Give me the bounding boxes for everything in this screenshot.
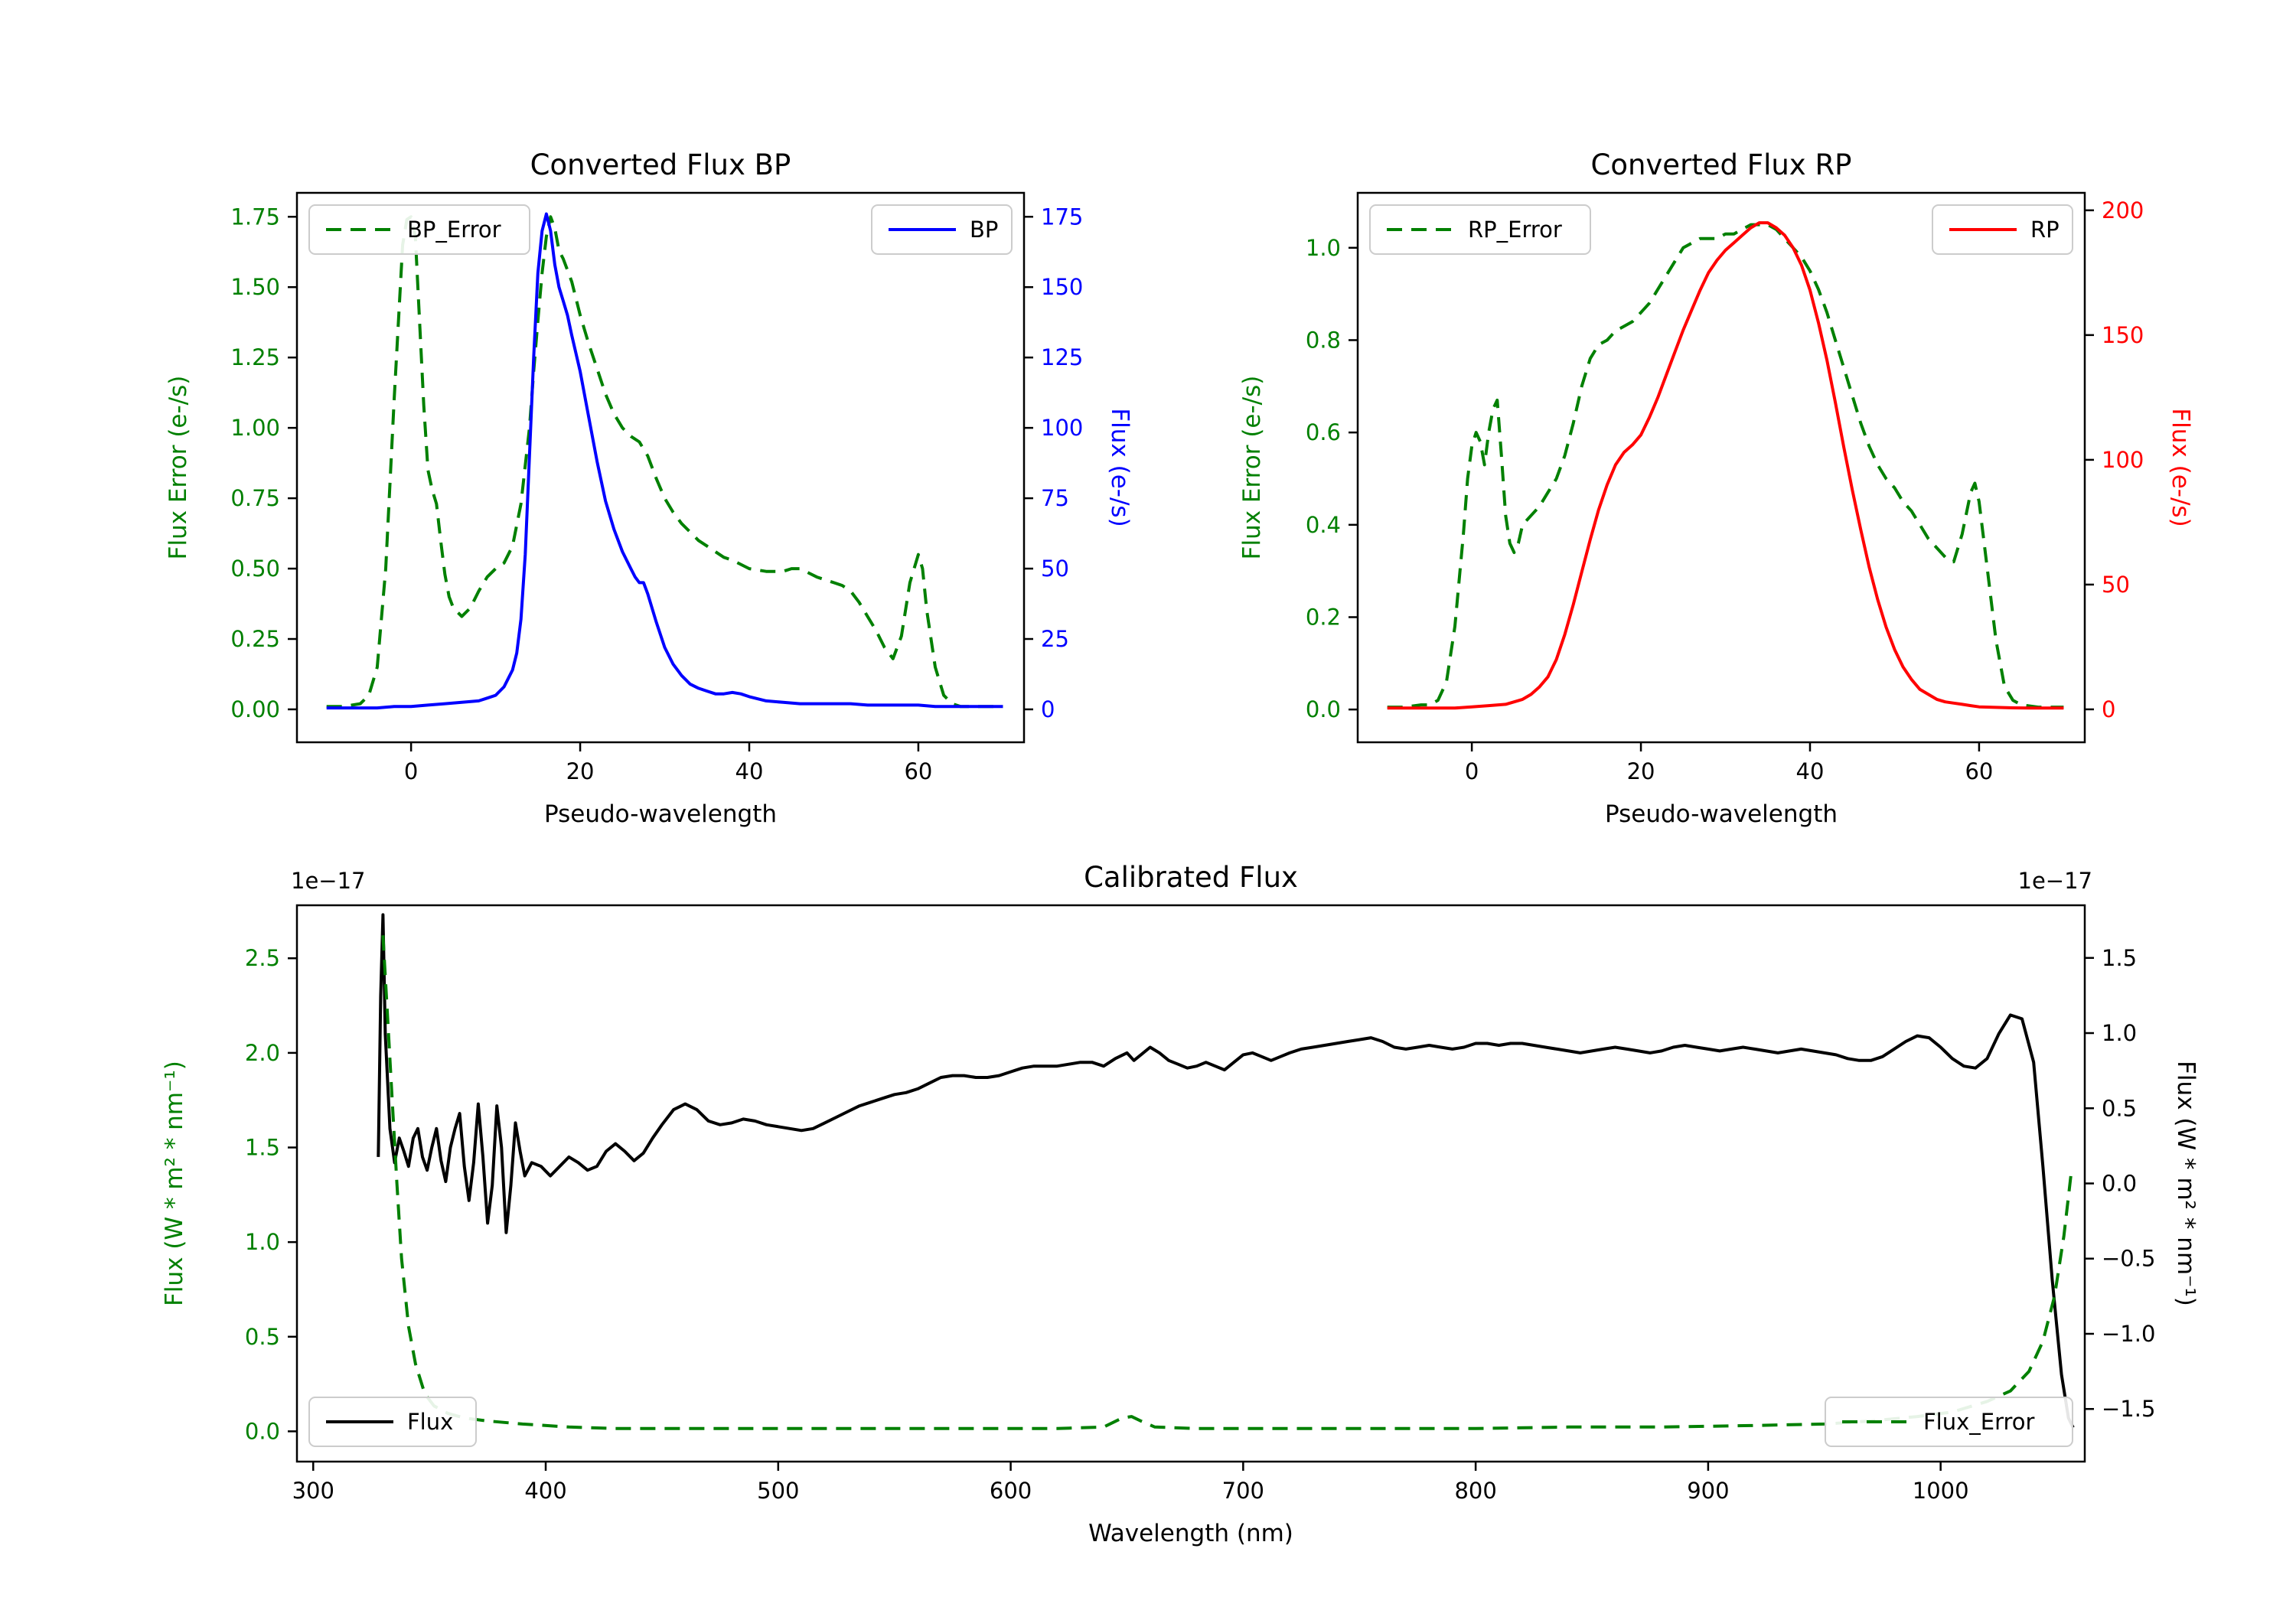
legend-frame: [308, 204, 530, 255]
x-tick-label: 1000: [1913, 1478, 1969, 1504]
x-axis-label: Wavelength (nm): [1088, 1520, 1293, 1547]
plot-title: Calibrated Flux: [1084, 861, 1298, 894]
y-tick-label-left: 1.75: [230, 204, 280, 230]
y-tick-label-right: 0.5: [2102, 1095, 2137, 1121]
y-tick-label-right: 100: [2102, 447, 2144, 473]
plot-title: Converted Flux BP: [530, 148, 791, 181]
y-tick-label-right: 1.5: [2102, 945, 2137, 971]
y-tick-label-left: 0.5: [245, 1324, 280, 1350]
x-tick-label: 40: [1796, 758, 1825, 784]
y-tick-label-left: 0.75: [230, 485, 280, 511]
y-tick-label-right: 100: [1041, 415, 1083, 441]
y-tick-label-right: 75: [1041, 485, 1069, 511]
y-tick-label-right: 50: [1041, 556, 1069, 582]
y-tick-label-left: 0.00: [230, 696, 280, 722]
axes-frame-bp: [295, 191, 1026, 744]
x-tick-label: 40: [735, 758, 764, 784]
y-axis-label-left: Flux Error (e-/s): [1238, 376, 1266, 560]
subplot-cal: 300 400 500 600 700 800 900 1000 0.0 0.5 1.0 1.5 2.0…: [161, 861, 2200, 1547]
y-tick-label-right: 50: [2102, 572, 2130, 598]
legend-RP: RP: [1932, 204, 2073, 255]
legend-label: RP: [2030, 217, 2060, 243]
offset-text-right: 1e−17: [2018, 868, 2093, 894]
legend-BP_Error: BP_Error: [308, 204, 530, 255]
y-tick-label-left: 1.0: [1306, 235, 1341, 261]
x-tick-label: 0: [404, 758, 418, 784]
y-tick-label-right: 25: [1041, 626, 1069, 652]
series-BP_Error: [326, 215, 1003, 709]
axes-frame-cal: [295, 904, 2086, 1463]
y-tick-label-right: 150: [1041, 274, 1083, 300]
series-Flux_Error: [381, 935, 2073, 1430]
y-tick-label-right: 200: [2102, 197, 2144, 223]
legend-BP: BP: [871, 204, 1013, 255]
x-axis-label: Pseudo-wavelength: [544, 800, 777, 828]
y-tick-label-right: −1.0: [2102, 1321, 2155, 1347]
y-tick-label-left: 2.5: [245, 945, 280, 971]
legend-RP_Error: RP_Error: [1369, 204, 1591, 255]
y-axis-label-left: Flux Error (e-/s): [165, 376, 192, 560]
x-tick-label: 700: [1222, 1478, 1264, 1504]
y-axis-label-right: Flux (e-/s): [1106, 408, 1133, 526]
x-tick-label: 300: [292, 1478, 334, 1504]
subplot-bp: 0 20 40 60 0.00 0.25 0.50 0.75 1.00 1.25 1.50 1.75 0…: [165, 148, 1133, 828]
y-tick-label-left: 1.25: [230, 344, 280, 370]
y-tick-label-left: 0.8: [1306, 327, 1341, 353]
legend-Flux: Flux: [308, 1397, 477, 1447]
y-tick-label-left: 2.0: [245, 1040, 280, 1066]
y-axis-label-left: Flux (W * m² * nm⁻¹): [161, 1061, 188, 1306]
y-tick-label-right: 0: [2102, 696, 2115, 722]
x-tick-label: 0: [1465, 758, 1479, 784]
series-RP: [1387, 221, 2064, 710]
y-axis-label-right: Flux (W * m² * nm⁻¹): [2172, 1061, 2200, 1306]
x-tick-label: 800: [1454, 1478, 1496, 1504]
x-tick-label: 20: [566, 758, 595, 784]
y-tick-label-left: 0.2: [1306, 604, 1341, 630]
x-tick-label: 400: [524, 1478, 566, 1504]
axes-frame-rp: [1356, 191, 2086, 744]
series-RP_Error: [1387, 223, 2064, 709]
legend-Flux_Error: Flux_Error: [1825, 1397, 2073, 1447]
y-tick-label-left: 0.0: [1306, 696, 1341, 722]
y-tick-label-left: 0.25: [230, 626, 280, 652]
y-tick-label-left: 1.00: [230, 415, 280, 441]
y-tick-label-right: 125: [1041, 344, 1083, 370]
x-tick-label: 60: [904, 758, 932, 784]
x-tick-label: 900: [1687, 1478, 1729, 1504]
x-axis-label: Pseudo-wavelength: [1605, 800, 1838, 828]
y-tick-label-left: 1.0: [245, 1229, 280, 1255]
x-tick-label: 500: [757, 1478, 799, 1504]
series-Flux: [377, 913, 2075, 1429]
y-tick-label-right: 175: [1041, 204, 1083, 230]
y-tick-label-right: 0: [1041, 696, 1055, 722]
legend-label: Flux_Error: [1923, 1409, 2035, 1435]
subplot-rp: 0 20 40 60 0.0 0.2 0.4 0.6 0.8 1.0 0 50 100 150 200 Con…: [1238, 148, 2194, 828]
y-tick-label-left: 0.0: [245, 1418, 280, 1444]
y-tick-label-left: 0.6: [1306, 419, 1341, 445]
legend-label: BP_Error: [407, 217, 501, 243]
legend-label: RP_Error: [1468, 217, 1562, 243]
y-tick-label-left: 0.4: [1306, 512, 1341, 538]
y-axis-label-right: Flux (e-/s): [2167, 408, 2194, 526]
legend-label: BP: [970, 217, 998, 243]
x-tick-label: 600: [990, 1478, 1032, 1504]
legend-frame: [1369, 204, 1591, 255]
y-tick-label-left: 1.5: [245, 1135, 280, 1161]
x-tick-label: 60: [1965, 758, 1993, 784]
y-tick-label-left: 1.50: [230, 274, 280, 300]
y-tick-label-right: 0.0: [2102, 1171, 2137, 1197]
series-BP: [326, 212, 1003, 710]
y-tick-label-right: 1.0: [2102, 1020, 2137, 1046]
offset-text-left: 1e−17: [291, 868, 366, 894]
y-tick-label-right: 150: [2102, 322, 2144, 348]
y-tick-label-right: −1.5: [2102, 1396, 2155, 1422]
legend-frame: [1825, 1397, 2073, 1447]
y-tick-label-left: 0.50: [230, 556, 280, 582]
plot-title: Converted Flux RP: [1590, 148, 1851, 181]
x-tick-label: 20: [1627, 758, 1655, 784]
legend-label: Flux: [407, 1409, 453, 1435]
y-tick-label-right: −0.5: [2102, 1246, 2155, 1272]
